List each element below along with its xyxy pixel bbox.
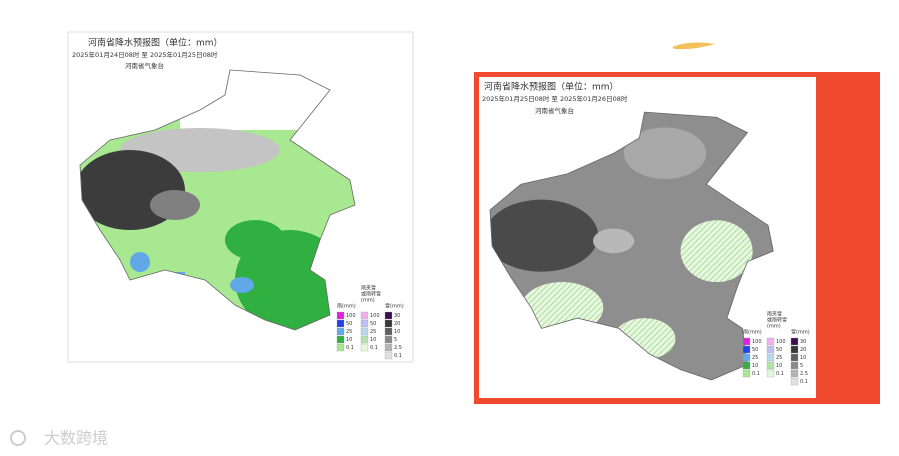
legend-swatch: [790, 369, 799, 378]
legend-title: 或雨转雪: [361, 291, 381, 298]
legend-title: 雪(mm): [791, 330, 810, 336]
legend-level: 5: [394, 337, 397, 343]
legend-title: 雨(mm): [337, 304, 356, 310]
legend-swatch: [336, 311, 345, 320]
legend-level: 10: [752, 363, 758, 369]
legend-level: 0.1: [752, 371, 760, 377]
legend-title: 雨夹雪: [361, 285, 376, 292]
legend-level: 25: [346, 329, 352, 335]
legend-level: 50: [752, 347, 758, 353]
watermark-logo: [10, 430, 26, 446]
legend-swatch: [766, 361, 775, 370]
issuer: 河南省气象台: [125, 61, 164, 70]
legend-level: 10: [394, 329, 400, 335]
issuer: 河南省气象台: [535, 106, 574, 115]
legend-level: 0.1: [776, 371, 784, 377]
legend-swatch: [360, 327, 369, 336]
legend-swatch: [742, 361, 751, 370]
legend-level: 2.5: [800, 371, 808, 377]
legend-title: 雨(mm): [743, 330, 762, 336]
legend-swatch: [742, 353, 751, 362]
watermark: 大数跨境: [44, 429, 108, 448]
legend-title: 或雨转雪: [767, 317, 787, 324]
legend-swatch: [360, 311, 369, 320]
legend-level: 30: [394, 313, 400, 319]
legend-level: 20: [394, 321, 400, 327]
legend-level: 100: [776, 339, 786, 345]
legend-swatch: [360, 343, 369, 352]
legend-level: 2.5: [394, 345, 402, 351]
legend-swatch: [790, 353, 799, 362]
legend-level: 0.1: [800, 379, 808, 385]
legend-level: 100: [752, 339, 762, 345]
legend-swatch: [336, 327, 345, 336]
legend-swatch: [766, 369, 775, 378]
forecast-period: 2025年01月24日08时 至 2025年01月25日08时: [72, 50, 218, 59]
legend-swatch: [384, 335, 393, 344]
legend-swatch: [384, 327, 393, 336]
legend-level: 25: [776, 355, 782, 361]
legend-level: 10: [346, 337, 352, 343]
legend-title: 雨夹雪: [767, 311, 782, 318]
legend-swatch: [336, 319, 345, 328]
legend-title: (mm): [361, 298, 375, 304]
legend-swatch: [766, 353, 775, 362]
legend-title: 雪(mm): [385, 304, 404, 310]
legend-swatch: [766, 337, 775, 346]
legend-swatch: [360, 319, 369, 328]
legend-level: 50: [370, 321, 376, 327]
legend-level: 10: [800, 355, 806, 361]
legend-level: 100: [370, 313, 380, 319]
legend-level: 0.1: [346, 345, 354, 351]
map-title: 河南省降水预报图（单位：mm）: [88, 37, 223, 49]
legend-swatch: [384, 311, 393, 320]
legend-level: 0.1: [370, 345, 378, 351]
legend-level: 50: [346, 321, 352, 327]
forecast-period: 2025年01月25日08时 至 2025年01月26日08时: [482, 94, 628, 103]
legend-swatch: [766, 345, 775, 354]
legend-swatch: [384, 319, 393, 328]
legend-swatch: [790, 337, 799, 346]
legend-level: 100: [346, 313, 356, 319]
legend-swatch: [336, 335, 345, 344]
legend-swatch: [790, 345, 799, 354]
legend-swatch: [790, 377, 799, 386]
legend-level: 20: [800, 347, 806, 353]
legend-level: 30: [800, 339, 806, 345]
legend-swatch: [742, 345, 751, 354]
legend-level: 50: [776, 347, 782, 353]
legend-swatch: [384, 343, 393, 352]
decoration: [672, 42, 715, 50]
map-title: 河南省降水预报图（单位：mm）: [484, 81, 619, 93]
legend-level: 25: [752, 355, 758, 361]
map: [489, 111, 774, 381]
legend-level: 10: [776, 363, 782, 369]
legend-swatch: [790, 361, 799, 370]
legend-swatch: [742, 369, 751, 378]
legend-level: 5: [800, 363, 803, 369]
legend-swatch: [360, 335, 369, 344]
legend-swatch: [384, 351, 393, 360]
legend-level: 0.1: [394, 353, 402, 359]
legend-level: 10: [370, 337, 376, 343]
legend-level: 25: [370, 329, 376, 335]
legend-swatch: [336, 343, 345, 352]
legend-title: (mm): [767, 324, 781, 330]
legend-swatch: [742, 337, 751, 346]
